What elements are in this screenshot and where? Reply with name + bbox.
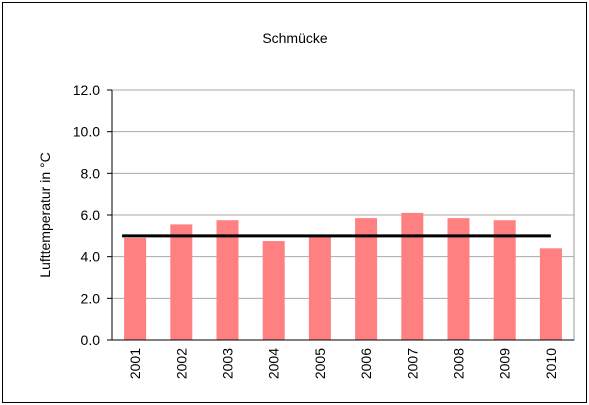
bar [539,248,562,340]
y-tick-label: 12.0 [73,82,100,98]
y-tick-label: 2.0 [81,290,101,306]
x-tick-label: 2006 [358,348,374,379]
y-tick-label: 0.0 [81,332,101,348]
y-tick-label: 6.0 [81,207,101,223]
bar [124,237,147,340]
bar [493,220,516,340]
x-tick-label: 2002 [173,348,189,379]
bar [355,218,378,340]
x-tick-label: 2003 [220,348,236,379]
chart-title: Schmücke [262,30,328,46]
x-tick-label: 2009 [497,348,513,379]
y-tick-label: 4.0 [81,249,101,265]
x-tick-label: 2007 [404,348,420,379]
bar [401,212,424,340]
bar [447,218,470,340]
y-tick-label: 10.0 [73,124,100,140]
y-tick-label: 8.0 [81,165,101,181]
bar [170,224,193,340]
bar [308,236,331,340]
bar [262,241,285,340]
x-tick-label: 2008 [451,348,467,379]
y-axis-label: Lufttemperatur in °C [37,152,53,277]
x-tick-label: 2005 [312,348,328,379]
x-tick-label: 2001 [127,348,143,379]
x-tick-label: 2010 [543,348,559,379]
x-tick-label: 2004 [266,348,282,379]
bar [216,220,239,340]
